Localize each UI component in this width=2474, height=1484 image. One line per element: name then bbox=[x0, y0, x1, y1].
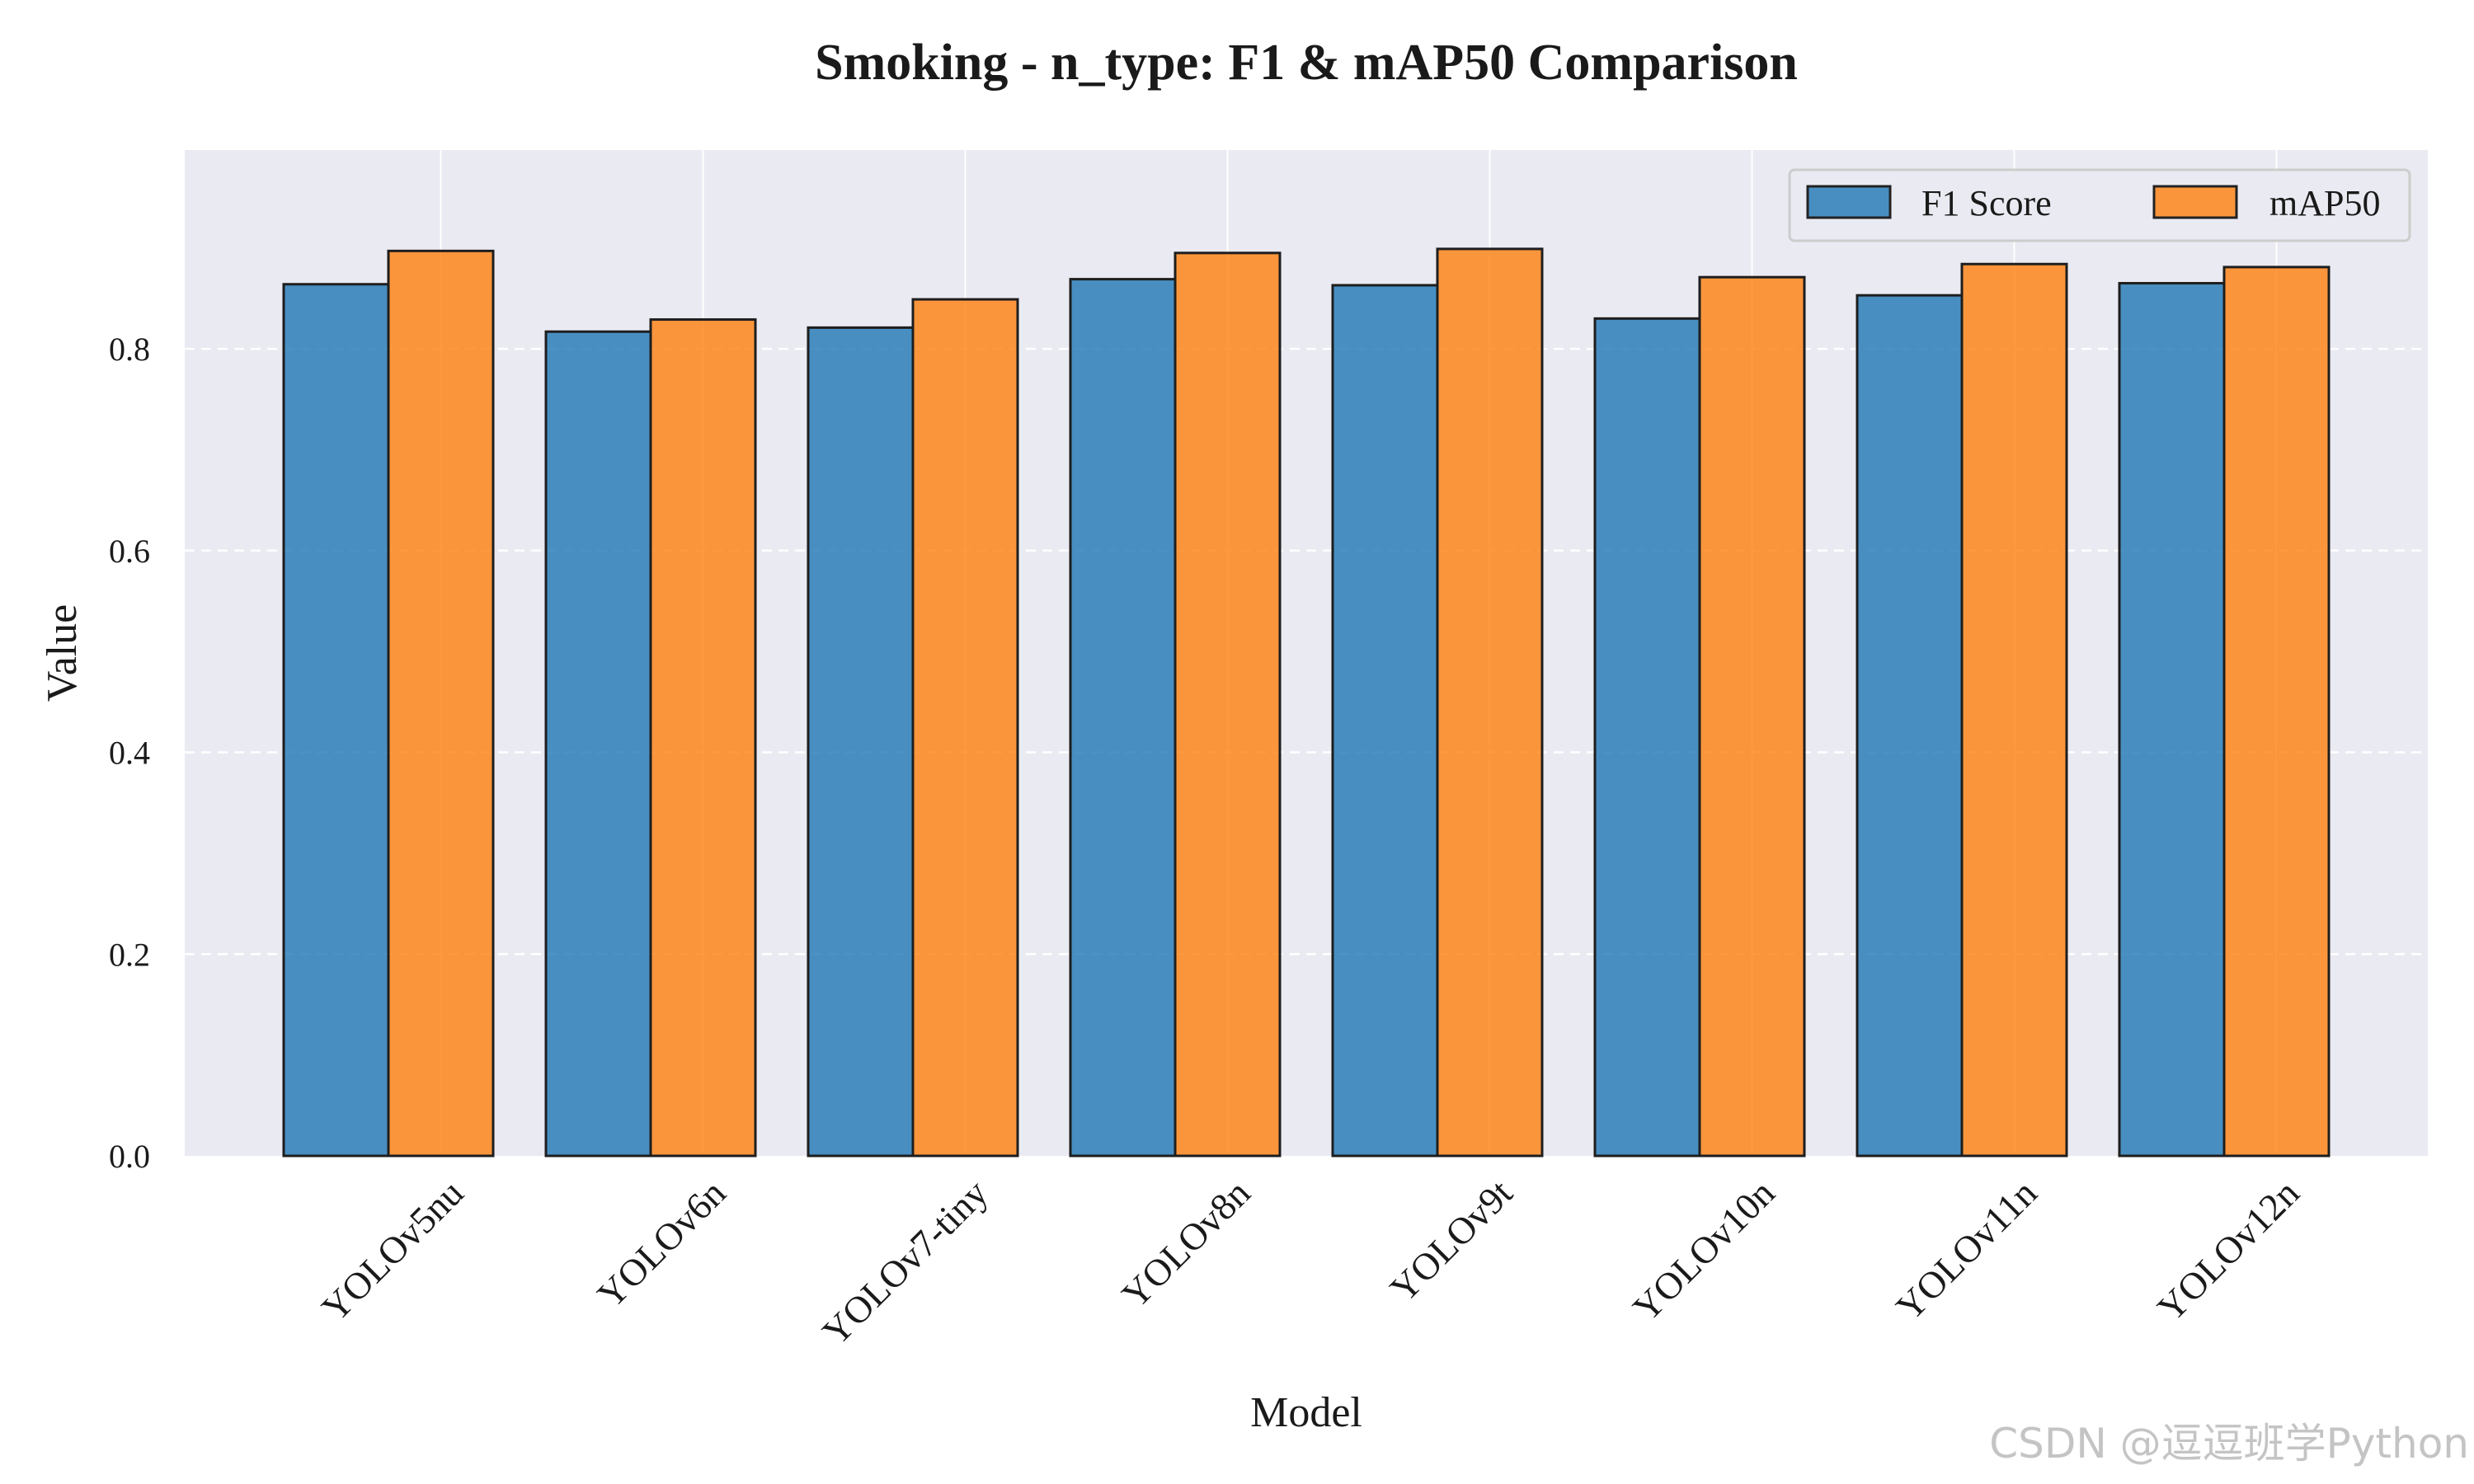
x-tick-labels: YOLOv5nu YOLOv6n YOLOv7-tiny YOLOv8n YOLOv9t… bbox=[313, 1172, 2307, 1354]
legend-box bbox=[1788, 168, 2411, 242]
bar-f1-score-yolov10n bbox=[1593, 317, 1701, 1158]
bars bbox=[282, 247, 2331, 1158]
legend-swatch-map50 bbox=[2152, 185, 2238, 219]
bar-f1-score-yolov11n bbox=[1856, 294, 1964, 1158]
bar-f1-score-yolov7-tiny bbox=[807, 326, 915, 1158]
x-tick-label: YOLOv12n bbox=[2149, 1172, 2307, 1329]
x-tick-label: YOLOv8n bbox=[1113, 1172, 1258, 1316]
legend-label-f1: F1 Score bbox=[1921, 183, 2052, 223]
bar-map50-yolov12n bbox=[2222, 265, 2331, 1158]
y-tick-label: 0.8 bbox=[109, 331, 150, 368]
y-tick-label: 0.2 bbox=[109, 936, 150, 973]
bar-map50-yolov10n bbox=[1698, 275, 1806, 1158]
x-tick-label: YOLOv9t bbox=[1382, 1172, 1521, 1310]
x-tick-label: YOLOv10n bbox=[1625, 1172, 1782, 1329]
legend: F1 Score mAP50 bbox=[1788, 168, 2411, 242]
bar-map50-yolov7-tiny bbox=[911, 298, 1019, 1158]
bar-map50-yolov9t bbox=[1436, 247, 1544, 1158]
x-axis-label: Model bbox=[1250, 1389, 1362, 1436]
plot-area bbox=[185, 150, 2428, 1156]
x-tick-label: YOLOv6n bbox=[589, 1172, 733, 1316]
chart-title: Smoking - n_type: F1 & mAP50 Comparison bbox=[815, 35, 1798, 91]
legend-label-map50: mAP50 bbox=[2269, 183, 2380, 223]
x-tick-label: YOLOv11n bbox=[1888, 1172, 2044, 1328]
y-tick-labels: 0.0 0.2 0.4 0.6 0.8 bbox=[109, 331, 150, 1175]
legend-swatch-f1 bbox=[1806, 185, 1892, 219]
x-tick-label: YOLOv7-tiny bbox=[814, 1172, 995, 1353]
x-tick-label: YOLOv5nu bbox=[313, 1172, 471, 1329]
y-tick-label: 0.0 bbox=[109, 1138, 150, 1175]
bar-map50-yolov8n bbox=[1174, 251, 1282, 1158]
bar-map50-yolov5nu bbox=[387, 249, 495, 1158]
y-tick-label: 0.6 bbox=[109, 533, 150, 570]
y-tick-label: 0.4 bbox=[109, 735, 150, 772]
y-axis-label: Value bbox=[39, 604, 86, 702]
bar-map50-yolov11n bbox=[1960, 262, 2068, 1158]
bar-f1-score-yolov8n bbox=[1069, 278, 1177, 1158]
bar-map50-yolov6n bbox=[649, 318, 757, 1158]
watermark: CSDN @逗逗班学Python bbox=[1989, 1420, 2469, 1468]
bar-f1-score-yolov6n bbox=[544, 330, 652, 1158]
bar-f1-score-yolov12n bbox=[2118, 282, 2226, 1158]
bar-f1-score-yolov5nu bbox=[282, 283, 390, 1158]
bar-f1-score-yolov9t bbox=[1331, 284, 1439, 1158]
